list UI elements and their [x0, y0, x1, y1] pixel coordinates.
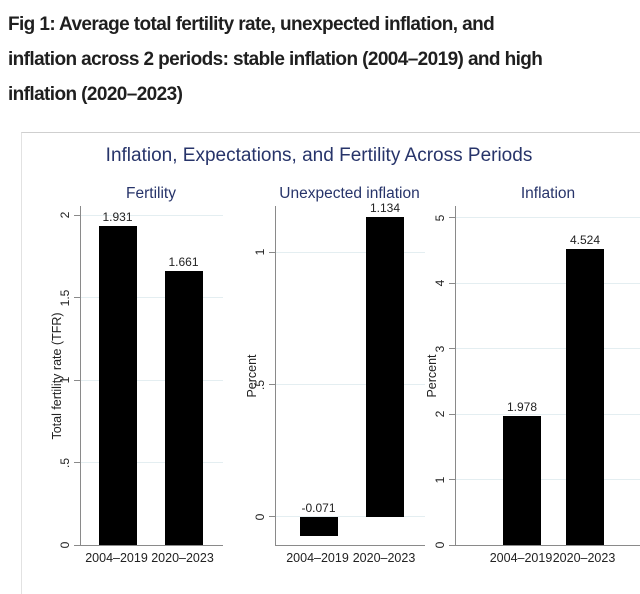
- x-axis-labels: 2004–2019 2020–2023: [405, 549, 640, 571]
- gridline: [276, 384, 425, 385]
- bar: [566, 249, 604, 545]
- bar: [299, 516, 338, 536]
- figure-container: Inflation, Expectations, and Fertility A…: [21, 132, 640, 594]
- y-tick-mark: [74, 214, 80, 216]
- y-tick-mark: [449, 544, 455, 546]
- y-tick-mark: [449, 479, 455, 481]
- bar: [98, 226, 137, 545]
- figure-caption: Fig 1: Average total fertility rate, une…: [0, 0, 640, 124]
- bar-value-label: -0.071: [301, 500, 336, 515]
- bar-value-label: 1.661: [168, 254, 199, 269]
- y-tick-label: 1: [433, 476, 447, 483]
- y-tick-mark: [74, 544, 80, 546]
- gridline: [456, 348, 640, 350]
- y-axis-title: Percent: [245, 353, 259, 398]
- gridline: [276, 516, 425, 518]
- x-axis-labels: 2004–2019 2020–2023: [30, 549, 222, 571]
- bar: [366, 216, 404, 517]
- chart-title: Inflation, Expectations, and Fertility A…: [105, 145, 533, 166]
- y-tick-mark: [269, 251, 275, 253]
- panel-body: Percent 0 .5 1 -0.071 1.134: [225, 201, 425, 546]
- y-tick-mark: [449, 217, 455, 219]
- y-tick-label: 0: [58, 541, 72, 549]
- y-tick-label: 1: [253, 248, 267, 256]
- plot-area: Total fertility rate (TFR) 0.5 1 1.5 2 1.931…: [50, 206, 223, 548]
- gridline: [81, 462, 223, 464]
- y-tick-mark: [74, 379, 80, 381]
- y-tick-label: 1: [58, 376, 72, 384]
- y-tick-label: 2: [433, 410, 447, 418]
- panel-fertility: Fertility Total fertility rate (TFR) 0.5…: [30, 183, 223, 575]
- plot-area: Percent 0 .5 1 -0.071 1.134: [245, 201, 425, 546]
- panel-body: Total fertility rate (TFR) 0.5 1 1.5 2 1.931…: [30, 206, 223, 548]
- gridline: [81, 297, 223, 299]
- x-axis-labels: 2004–2019 2020–2023: [225, 549, 424, 571]
- bar: [503, 415, 541, 545]
- gridline: [456, 217, 640, 219]
- x-tick-label: 2020–2023: [352, 551, 416, 565]
- panel-unexpected-inflation: Unexpected inflation Percent 0 .5 1 -0.071 1…: [225, 183, 425, 575]
- y-tick-mark: [449, 348, 455, 350]
- y-axis-title: Percent: [425, 353, 439, 398]
- y-tick-mark: [269, 516, 275, 518]
- chart-panels: Fertility Total fertility rate (TFR) 0.5…: [22, 183, 640, 575]
- bar-value-label: 1.134: [369, 200, 401, 215]
- y-tick-label: 1.5: [58, 289, 72, 306]
- caption-line-3: inflation (2020–2023): [8, 84, 183, 105]
- y-tick-label: 0: [253, 513, 267, 521]
- x-tick-label: 2020–2023: [151, 551, 214, 565]
- x-tick-label: 2004–2019: [489, 551, 553, 565]
- y-tick-mark: [449, 282, 455, 284]
- y-tick-mark: [449, 413, 455, 415]
- gridline: [456, 413, 640, 415]
- panel-body: Percent 0 1 2 3 4 5 1.978 4.524: [405, 206, 640, 548]
- y-tick-label: 2: [58, 211, 72, 219]
- bar-value-label: 1.931: [102, 210, 133, 225]
- panel-title: Unexpected inflation: [279, 185, 420, 202]
- bar: [164, 270, 203, 545]
- y-tick-mark: [74, 297, 80, 299]
- gridline: [456, 282, 640, 284]
- panel-title: Inflation: [520, 185, 576, 202]
- gridline: [81, 379, 223, 381]
- bar-value-label: 1.978: [506, 399, 538, 414]
- y-tick-label: 4: [433, 280, 447, 287]
- gridline: [276, 251, 425, 253]
- y-tick-label: .5: [58, 457, 72, 468]
- x-tick-label: 2004–2019: [286, 551, 349, 565]
- gridline: [456, 479, 640, 481]
- y-tick-mark: [74, 462, 80, 464]
- plot-area: Percent 0 1 2 3 4 5 1.978 4.524: [425, 206, 640, 548]
- caption-line-1: Fig 1: Average total fertility rate, une…: [8, 14, 495, 35]
- y-tick-label: 5: [433, 214, 447, 222]
- bar-value-label: 4.524: [569, 233, 601, 248]
- panel-inflation: Inflation Percent 0 1 2 3 4 5 1.978 4.524 2004–…: [405, 183, 640, 575]
- gridline: [81, 214, 223, 216]
- panel-title: Fertility: [126, 185, 176, 202]
- x-tick-label: 2020–2023: [552, 551, 616, 565]
- y-tick-label: .5: [253, 379, 267, 390]
- x-tick-label: 2004–2019: [85, 551, 148, 565]
- caption-line-2: inflation across 2 periods: stable infla…: [8, 49, 543, 70]
- y-tick-mark: [269, 384, 275, 385]
- y-tick-label: 0: [433, 541, 447, 549]
- y-tick-label: 3: [433, 345, 447, 353]
